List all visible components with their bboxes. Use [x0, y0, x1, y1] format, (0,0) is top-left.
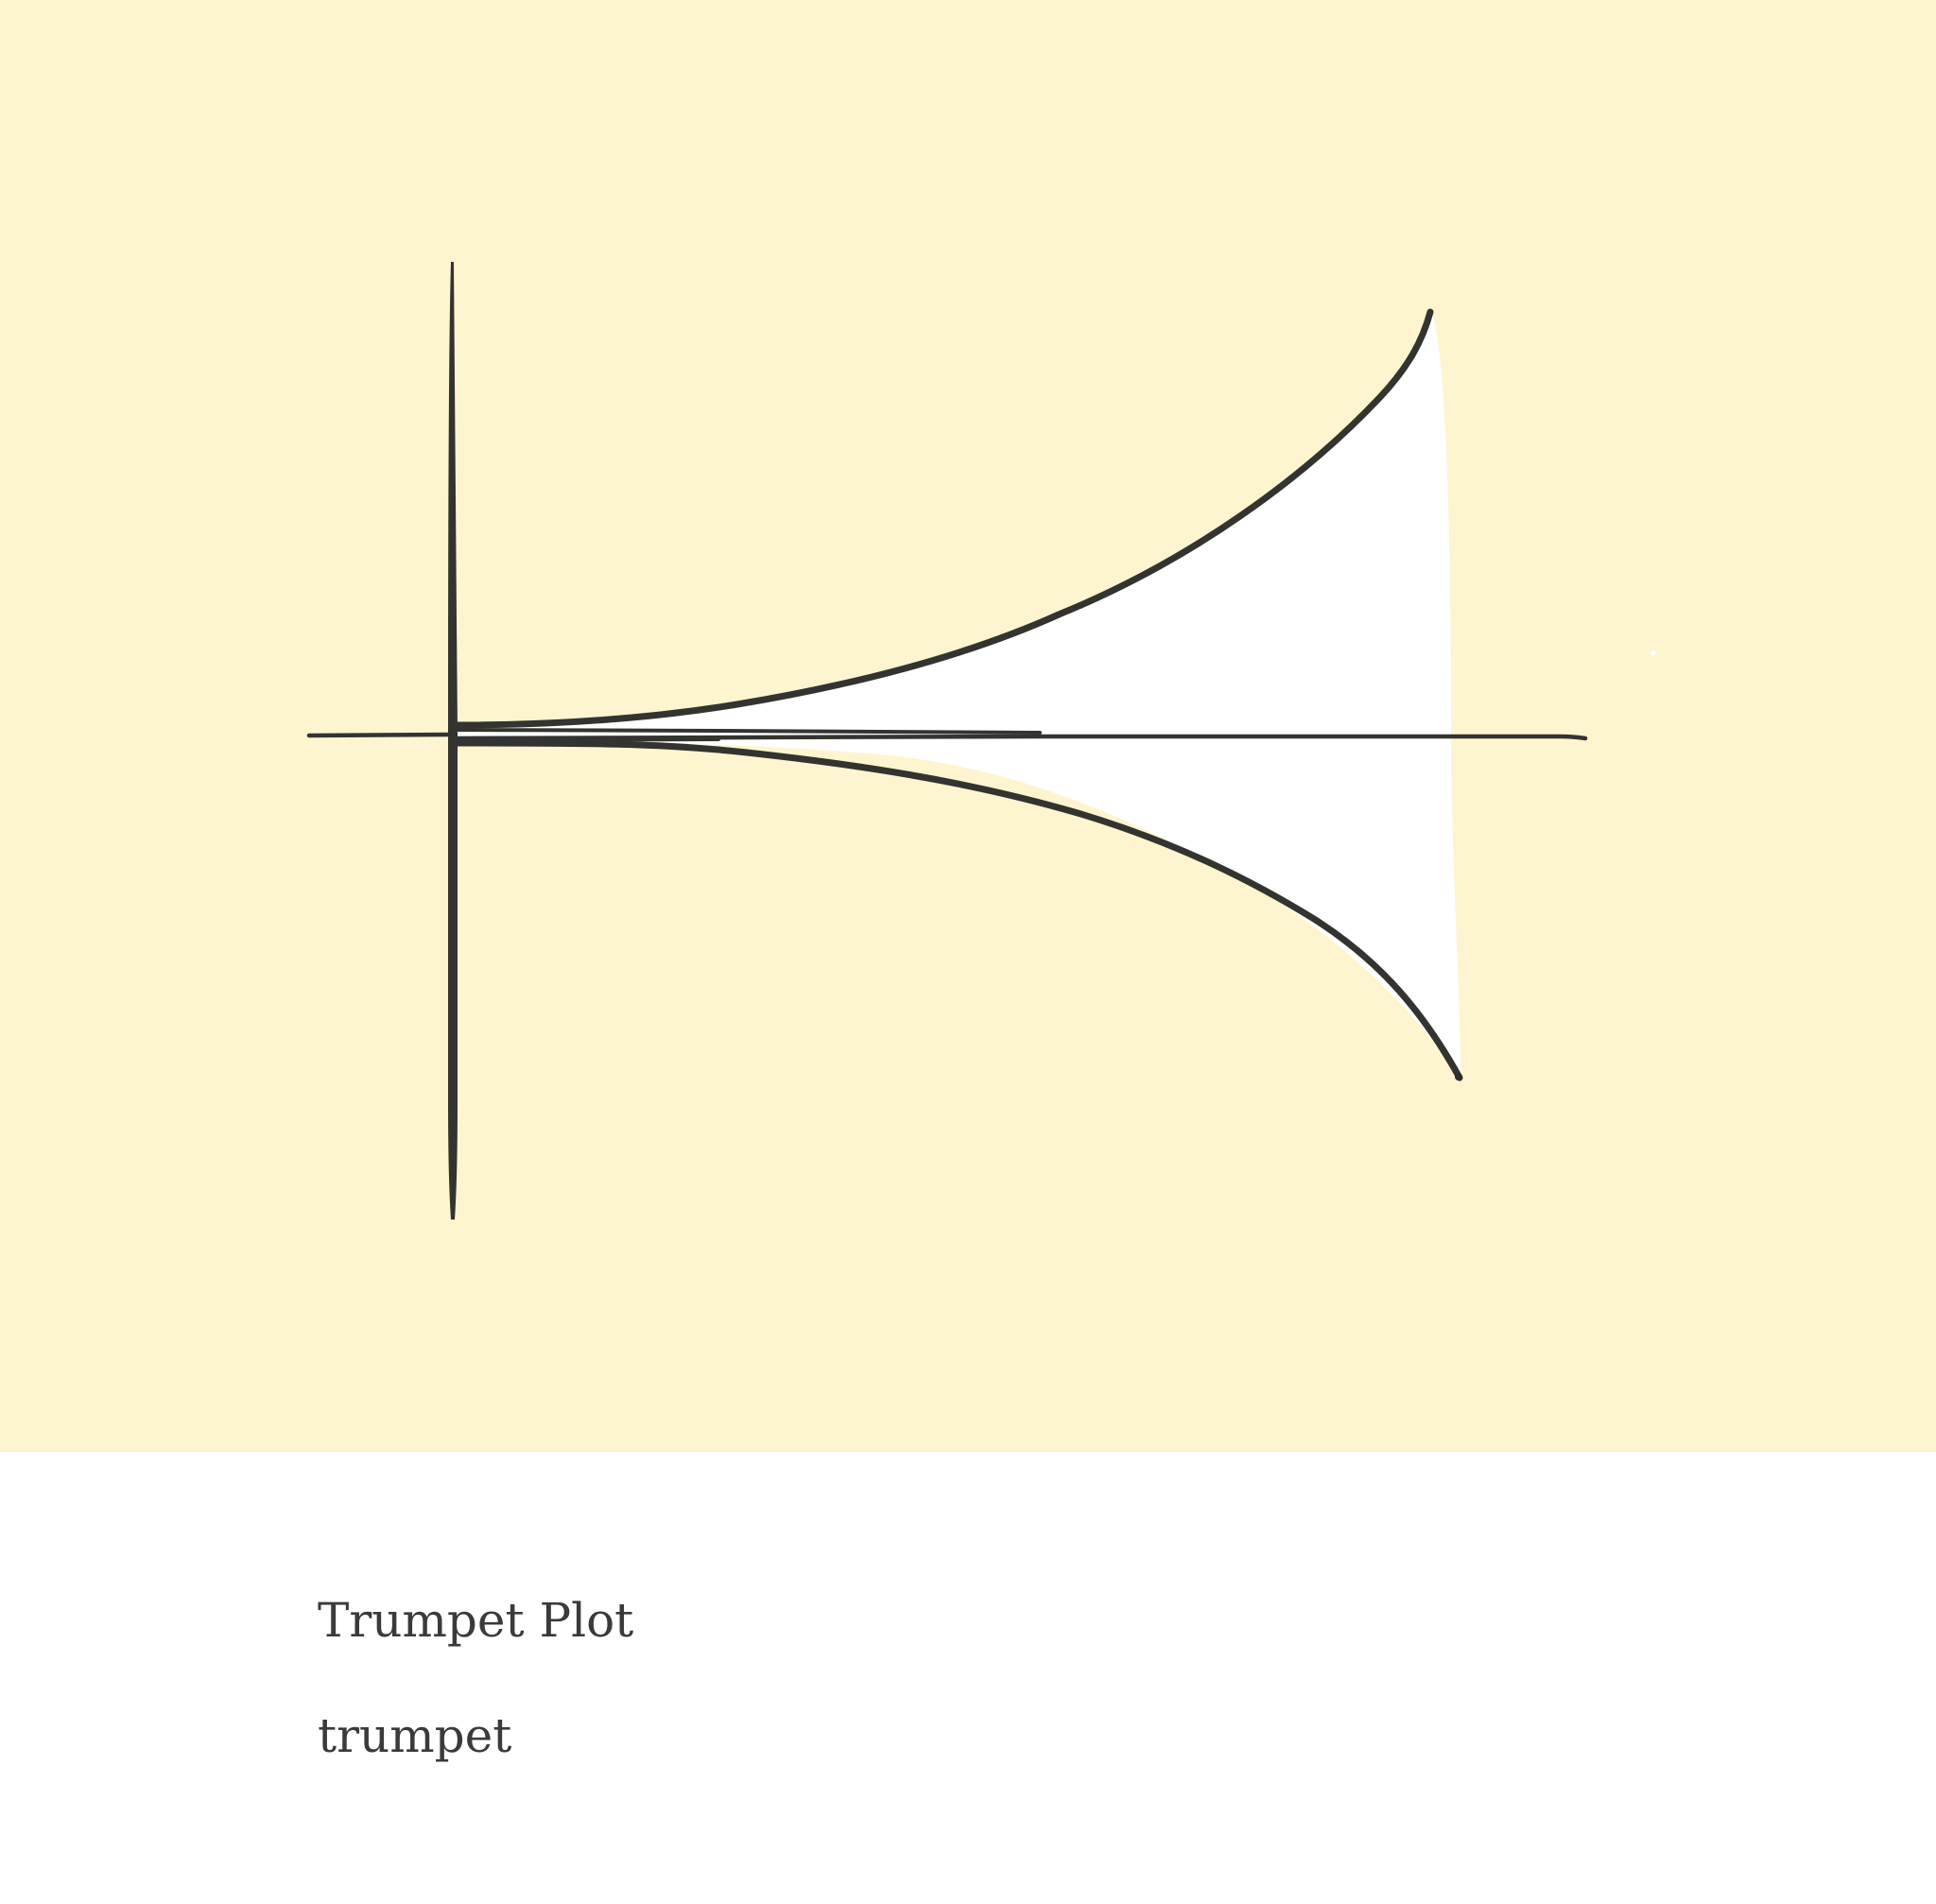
- upper-curve: [454, 308, 1434, 729]
- background-speck: [1651, 650, 1656, 656]
- caption-title: Trumpet Plot: [318, 1593, 634, 1648]
- bell-fill: [458, 312, 1461, 1078]
- caption-area: Trumpet Plot trumpet: [0, 1452, 1936, 1904]
- horizontal-axis: [306, 732, 1588, 741]
- trumpet-plot-diagram: [0, 0, 1936, 1452]
- trumpet-figure-panel: [0, 0, 1936, 1452]
- lower-curve-end-cap: [1455, 1073, 1462, 1081]
- lower-inner-line: [456, 737, 720, 742]
- vertical-axis: [448, 262, 458, 1220]
- lower-curve: [454, 739, 1463, 1082]
- upper-inner-line: [456, 728, 1042, 735]
- caption-label: trumpet: [318, 1708, 512, 1763]
